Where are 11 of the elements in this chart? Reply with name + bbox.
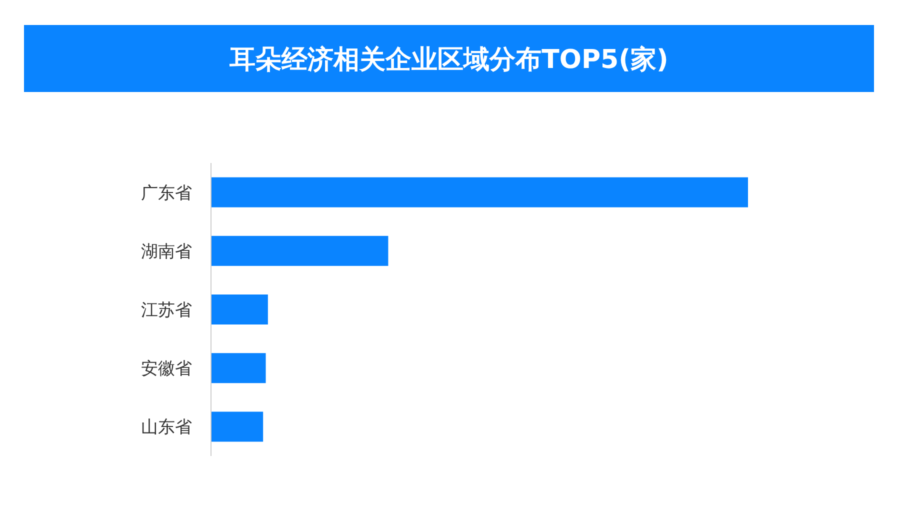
bar: [211, 177, 748, 208]
bar: [211, 294, 268, 324]
y-tick-label: 湖南省: [141, 242, 192, 262]
y-tick-label: 安徽省: [141, 359, 192, 380]
bar: [211, 412, 264, 442]
y-tick-label: 山东省: [141, 418, 192, 438]
chart-title: 耳朵经济相关企业区域分布TOP5(家): [228, 45, 668, 75]
bar: [211, 353, 266, 384]
y-tick-label: 广东省: [141, 183, 192, 204]
y-tick-label: 江苏省: [141, 300, 192, 320]
bar: [211, 236, 388, 266]
